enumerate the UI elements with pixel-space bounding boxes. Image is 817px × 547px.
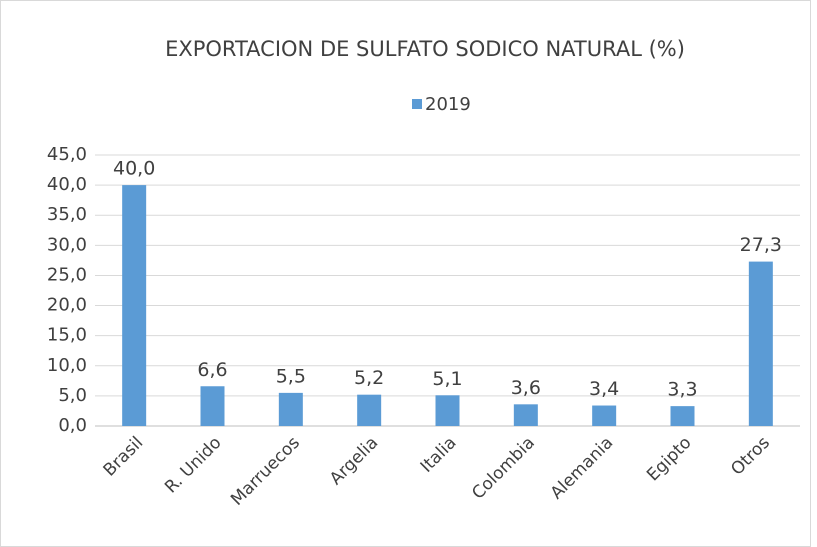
y-tick-label: 0,0	[58, 415, 87, 436]
y-tick-label: 20,0	[47, 295, 87, 316]
bar	[357, 394, 382, 426]
y-tick-label: 10,0	[47, 355, 87, 376]
legend-label: 2019	[425, 94, 471, 115]
bar	[670, 406, 695, 426]
y-tick-label: 25,0	[47, 264, 87, 285]
y-tick-label: 40,0	[47, 174, 87, 195]
value-label: 27,3	[740, 234, 782, 256]
value-label: 5,1	[432, 368, 462, 390]
y-tick-label: 30,0	[47, 234, 87, 255]
bar	[435, 395, 460, 426]
y-tick-label: 35,0	[47, 204, 87, 225]
chart-title: EXPORTACION DE SULFATO SODICO NATURAL (%…	[165, 37, 685, 61]
y-tick-label: 45,0	[47, 144, 87, 165]
y-tick-label: 5,0	[58, 385, 87, 406]
bar	[592, 405, 617, 426]
value-label: 3,3	[667, 379, 697, 401]
bar	[513, 404, 538, 426]
bar	[748, 261, 773, 426]
value-label: 5,5	[276, 365, 306, 387]
value-label: 40,0	[113, 158, 155, 180]
bar	[200, 386, 225, 426]
bar	[278, 392, 303, 426]
value-label: 5,2	[354, 367, 384, 389]
value-label: 3,6	[511, 377, 541, 399]
value-label: 3,4	[589, 378, 619, 400]
legend-swatch	[412, 99, 422, 109]
value-label: 6,6	[197, 359, 227, 381]
bar	[122, 185, 147, 426]
y-tick-label: 15,0	[47, 325, 87, 346]
